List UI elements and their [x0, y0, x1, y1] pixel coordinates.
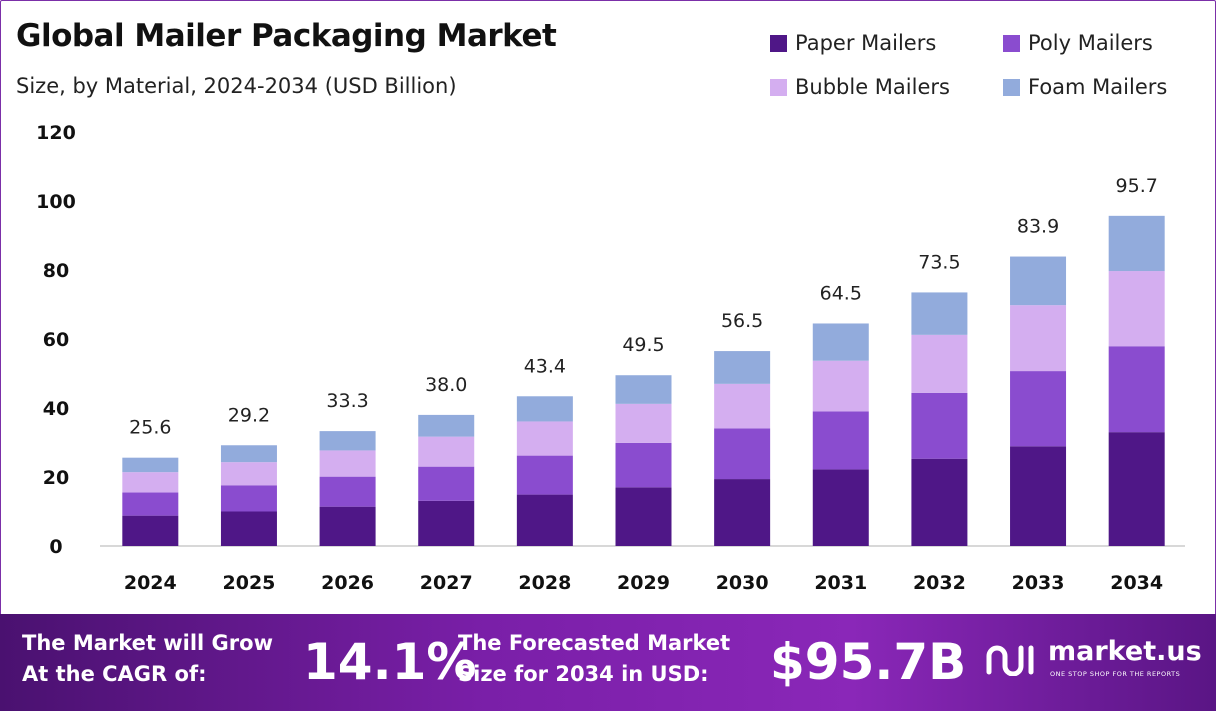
legend-swatch-poly-mailers: [1003, 34, 1020, 52]
cagr-label-line1: The Market will Grow: [22, 631, 273, 655]
bar-bubble-mailers-2030: [714, 383, 771, 429]
bar-poly-mailers-2031: [812, 411, 869, 470]
bar-paper-mailers-2025: [220, 511, 277, 546]
total-label-2027: 38.0: [425, 374, 467, 396]
x-tick-label-2034: 2034: [1110, 572, 1163, 594]
footer-banner: The Market will Grow At the CAGR of: 14.…: [0, 614, 1216, 711]
bar-paper-mailers-2034: [1108, 432, 1165, 546]
bar-bubble-mailers-2031: [812, 360, 869, 412]
legend-label-foam-mailers: Foam Mailers: [1028, 75, 1168, 99]
chart-subtitle: Size, by Material, 2024-2034 (USD Billio…: [16, 74, 457, 98]
brand-tagline: ONE STOP SHOP FOR THE REPORTS: [1050, 670, 1181, 678]
bar-foam-mailers-2028: [516, 396, 573, 422]
bar-paper-mailers-2030: [714, 479, 771, 546]
y-tick-label-60: 60: [43, 329, 69, 351]
total-label-2032: 73.5: [918, 251, 960, 273]
x-tick-label-2028: 2028: [518, 572, 571, 594]
bar-poly-mailers-2032: [911, 392, 968, 459]
total-label-2028: 43.4: [524, 355, 566, 377]
total-label-2030: 56.5: [721, 310, 763, 332]
legend-swatch-foam-mailers: [1003, 78, 1020, 96]
bar-paper-mailers-2032: [911, 458, 968, 546]
y-tick-label-20: 20: [43, 467, 69, 489]
legend-swatch-bubble-mailers: [770, 78, 787, 96]
forecast-value: $95.7B: [770, 633, 967, 691]
bar-foam-mailers-2029: [615, 375, 672, 404]
x-tick-label-2030: 2030: [716, 572, 769, 594]
legend: Paper Mailers Poly Mailers Bubble Mailer…: [770, 28, 1210, 108]
bar-paper-mailers-2028: [516, 494, 573, 546]
bar-paper-mailers-2033: [1010, 446, 1067, 546]
total-label-2033: 83.9: [1017, 216, 1059, 238]
bar-poly-mailers-2024: [122, 492, 179, 516]
bar-foam-mailers-2034: [1108, 215, 1165, 272]
forecast-label-line1: The Forecasted Market: [458, 631, 731, 655]
forecast-label-line2: Size for 2034 in USD:: [458, 662, 709, 686]
bar-bubble-mailers-2029: [615, 403, 672, 443]
brand-name: market.us: [1048, 636, 1202, 667]
bar-poly-mailers-2027: [418, 466, 475, 501]
bar-bubble-mailers-2034: [1108, 271, 1165, 347]
bar-foam-mailers-2027: [418, 414, 475, 437]
total-label-2026: 33.3: [326, 390, 368, 412]
total-label-2031: 64.5: [820, 282, 862, 304]
bar-poly-mailers-2034: [1108, 346, 1165, 433]
bar-foam-mailers-2030: [714, 351, 771, 384]
x-tick-label-2029: 2029: [617, 572, 670, 594]
x-tick-label-2026: 2026: [321, 572, 374, 594]
bar-poly-mailers-2033: [1010, 371, 1067, 447]
x-tick-label-2027: 2027: [420, 572, 473, 594]
bar-poly-mailers-2028: [516, 455, 573, 495]
legend-item-bubble-mailers: Bubble Mailers: [770, 72, 950, 102]
bar-poly-mailers-2026: [319, 476, 376, 507]
y-tick-label-40: 40: [43, 398, 69, 420]
bar-chart: 0 20 40 60 80 100 120 25.6 2024 29.2 2025 33.3 2026 3…: [36, 122, 1185, 594]
total-label-2025: 29.2: [228, 404, 270, 426]
bar-poly-mailers-2029: [615, 442, 672, 488]
y-tick-label-0: 0: [49, 536, 62, 558]
cagr-value: 14.1%: [303, 633, 477, 691]
bar-foam-mailers-2026: [319, 431, 376, 451]
bar-bubble-mailers-2028: [516, 421, 573, 456]
market-us-logo-icon: [986, 645, 1034, 676]
bar-bubble-mailers-2032: [911, 334, 968, 393]
legend-item-paper-mailers: Paper Mailers: [770, 28, 936, 58]
y-tick-label-80: 80: [43, 260, 69, 282]
total-label-2024: 25.6: [129, 417, 171, 439]
total-label-2029: 49.5: [622, 334, 664, 356]
bar-paper-mailers-2024: [122, 515, 179, 546]
bar-bubble-mailers-2025: [220, 462, 277, 486]
legend-item-poly-mailers: Poly Mailers: [1003, 28, 1153, 58]
bar-bubble-mailers-2033: [1010, 305, 1067, 372]
x-tick-label-2031: 2031: [814, 572, 867, 594]
bar-bubble-mailers-2024: [122, 472, 179, 493]
legend-label-paper-mailers: Paper Mailers: [795, 31, 937, 55]
legend-label-bubble-mailers: Bubble Mailers: [795, 75, 950, 99]
bar-paper-mailers-2029: [615, 487, 672, 546]
bar-foam-mailers-2033: [1010, 256, 1067, 306]
cagr-label-line2: At the CAGR of:: [22, 662, 207, 686]
x-tick-label-2033: 2033: [1012, 572, 1065, 594]
bar-bubble-mailers-2027: [418, 436, 475, 467]
bar-paper-mailers-2026: [319, 506, 376, 546]
total-label-2034: 95.7: [1116, 175, 1158, 197]
bar-paper-mailers-2027: [418, 500, 475, 546]
bar-paper-mailers-2031: [812, 469, 869, 546]
x-tick-label-2025: 2025: [223, 572, 276, 594]
chart-title: Global Mailer Packaging Market: [16, 18, 557, 54]
legend-swatch-paper-mailers: [770, 34, 787, 52]
x-tick-label-2032: 2032: [913, 572, 966, 594]
legend-item-foam-mailers: Foam Mailers: [1003, 72, 1167, 102]
y-tick-label-120: 120: [36, 122, 76, 144]
bar-poly-mailers-2025: [220, 485, 277, 512]
y-tick-label-100: 100: [36, 191, 76, 213]
legend-label-poly-mailers: Poly Mailers: [1028, 31, 1153, 55]
bar-bubble-mailers-2026: [319, 450, 376, 477]
bar-foam-mailers-2024: [122, 457, 179, 473]
bar-foam-mailers-2025: [220, 445, 277, 463]
bar-foam-mailers-2031: [812, 323, 869, 361]
bar-foam-mailers-2032: [911, 292, 968, 335]
bar-poly-mailers-2030: [714, 428, 771, 480]
x-tick-label-2024: 2024: [124, 572, 177, 594]
